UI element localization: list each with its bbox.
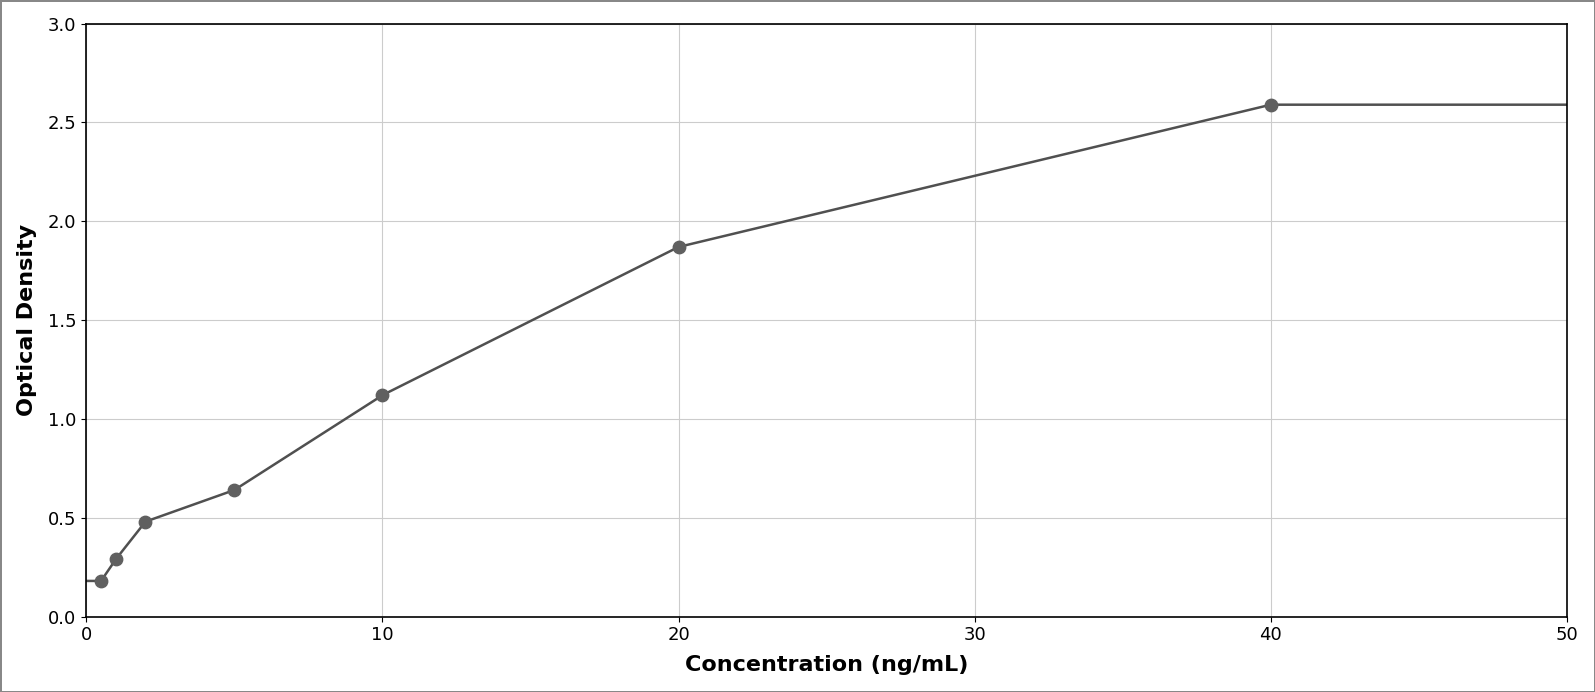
Point [370,390,396,401]
Point [222,484,247,495]
Point [88,575,113,586]
Point [665,242,691,253]
X-axis label: Concentration (ng/mL): Concentration (ng/mL) [684,655,968,675]
Point [132,516,158,527]
Y-axis label: Optical Density: Optical Density [16,224,37,416]
Point [1258,99,1284,110]
Point [104,554,129,565]
